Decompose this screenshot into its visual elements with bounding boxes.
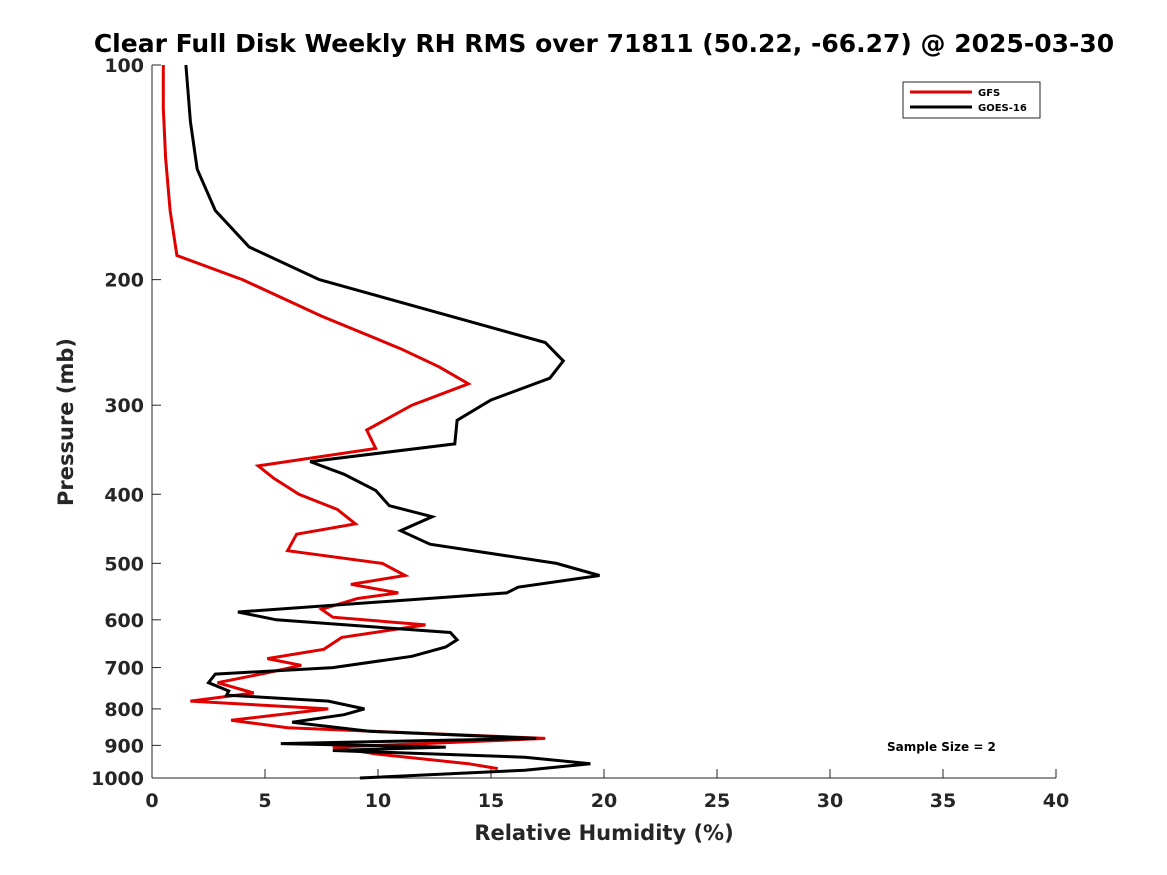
y-tick-label: 300 (104, 395, 144, 417)
x-axis-label: Relative Humidity (%) (474, 821, 733, 845)
series-line-gfs (161, 65, 546, 771)
x-tick-label: 0 (145, 790, 158, 812)
x-tick-label: 30 (817, 790, 843, 812)
y-tick-label: 800 (104, 699, 144, 721)
x-tick-label: 15 (478, 790, 504, 812)
x-tick-label: 25 (704, 790, 730, 812)
legend: GFS GOES-16 (902, 81, 1041, 119)
axes: 0 5 10 15 20 25 30 35 40 100 200 300 400 500 600 700 800… (91, 55, 1069, 812)
x-tick-label: 10 (365, 790, 391, 812)
y-tick-label: 500 (104, 553, 144, 575)
y-tick-label: 900 (104, 735, 144, 757)
y-tick-label: 600 (104, 610, 144, 632)
y-tick-label: 700 (104, 658, 144, 680)
y-tick-label: 1000 (91, 768, 144, 790)
chart-title: Clear Full Disk Weekly RH RMS over 71811… (94, 29, 1114, 58)
y-tick-label: 400 (104, 484, 144, 506)
series-layer (161, 64, 600, 780)
y-axis-label: Pressure (mb) (54, 338, 78, 506)
x-tick-label: 5 (258, 790, 271, 812)
legend-label-goes16: GOES-16 (978, 103, 1027, 114)
series-line-goes16 (184, 64, 600, 780)
x-tick-label: 35 (930, 790, 956, 812)
y-tick-label: 200 (104, 270, 144, 292)
x-tick-label: 40 (1043, 790, 1069, 812)
legend-label-gfs: GFS (978, 88, 1000, 99)
x-tick-label: 20 (591, 790, 617, 812)
y-tick-label: 100 (104, 55, 144, 77)
sample-size-annotation: Sample Size = 2 (887, 740, 996, 754)
legend-box (902, 81, 1041, 119)
